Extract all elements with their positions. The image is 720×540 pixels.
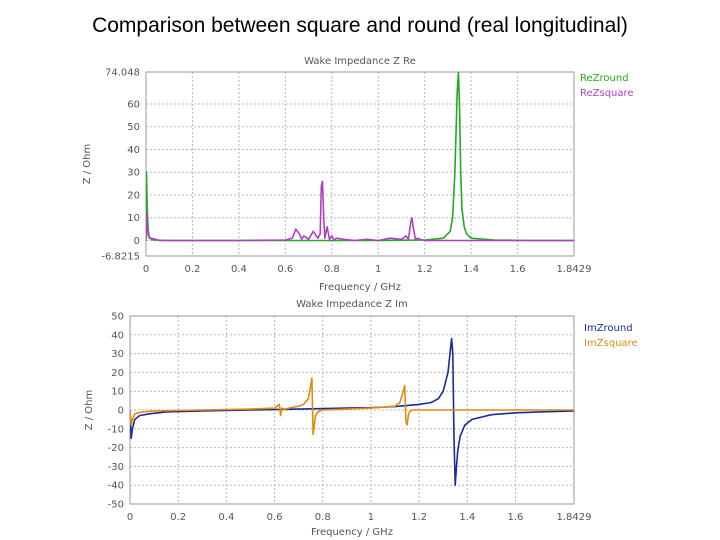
y-tick-label: 0	[134, 236, 140, 247]
x-tick-label: 0.6	[277, 264, 293, 275]
x-tick-label: 1.2	[417, 264, 433, 275]
y-tick-label: 74.048	[105, 68, 140, 79]
x-axis-label: Frequency / GHz	[311, 527, 393, 538]
x-tick-label: 0.2	[170, 512, 186, 523]
x-tick-label: 1.8429	[557, 264, 592, 275]
x-tick-label: 1.2	[411, 512, 427, 523]
x-tick-label: 1.4	[463, 264, 479, 275]
x-tick-label: 1.6	[508, 512, 524, 523]
chart-title: Wake Impedance Z Im	[296, 299, 408, 310]
x-tick-label: 0.4	[218, 512, 234, 523]
y-tick-label: 10	[111, 387, 124, 398]
y-tick-label: 60	[127, 99, 140, 110]
y-tick-label: 50	[127, 122, 140, 133]
y-tick-label: -40	[108, 481, 124, 492]
series-line-ReZsquare	[146, 180, 574, 242]
x-tick-label: 1.8429	[557, 512, 592, 523]
x-tick-label: 0.8	[315, 512, 331, 523]
y-tick-label: -30	[108, 462, 124, 473]
x-axis-label: Frequency / GHz	[319, 282, 401, 293]
chart-0: 0 0.2 0.4 0.6 0.8 1 1.2 1.4 1.6 1.8429-6.82150102…	[82, 56, 634, 293]
x-tick-label: 0.8	[324, 264, 340, 275]
x-tick-label: 0	[127, 512, 133, 523]
series-line-ImZsquare	[130, 377, 574, 436]
x-tick-label: 1	[375, 264, 381, 275]
series-line-ImZround	[130, 337, 574, 487]
x-tick-label: 1	[368, 512, 374, 523]
legend-entry-ImZround: ImZround	[584, 323, 633, 334]
y-tick-label: -50	[108, 500, 124, 511]
y-tick-label: 30	[127, 168, 140, 179]
chart-1: 0 0.2 0.4 0.6 0.8 1 1.2 1.4 1.6 1.8429 -50 -40 -30 -2…	[84, 299, 638, 538]
x-tick-label: 0	[143, 264, 149, 275]
y-tick-label: -20	[108, 443, 124, 454]
y-tick-label: 40	[111, 330, 124, 341]
y-axis-label: Z / Ohm	[84, 390, 95, 431]
y-tick-label: 20	[127, 190, 140, 201]
x-tick-label: 0.6	[267, 512, 283, 523]
legend-entry-ReZsquare: ReZsquare	[580, 88, 634, 99]
legend-entry-ImZsquare: ImZsquare	[584, 338, 638, 349]
series-line-ReZround	[146, 72, 574, 242]
x-tick-label: 1.6	[510, 264, 526, 275]
plot-frame	[145, 71, 575, 257]
legend-entry-ReZround: ReZround	[580, 73, 629, 84]
chart-title: Wake Impedance Z Re	[304, 56, 416, 67]
y-tick-label: 30	[111, 349, 124, 360]
y-tick-label: 20	[111, 368, 124, 379]
y-tick-label: -6.8215	[101, 252, 140, 263]
slide-title: Comparison between square and round (rea…	[92, 14, 628, 37]
x-tick-label: 0.2	[184, 264, 200, 275]
y-tick-label: 40	[127, 145, 140, 156]
x-tick-label: 0.4	[231, 264, 247, 275]
y-tick-label: 0	[118, 406, 124, 417]
y-axis-label: Z / Ohm	[82, 144, 93, 185]
y-tick-label: 50	[111, 312, 124, 323]
x-tick-label: 1.4	[459, 512, 475, 523]
y-tick-label: 10	[127, 213, 140, 224]
y-tick-label: -10	[108, 424, 124, 435]
